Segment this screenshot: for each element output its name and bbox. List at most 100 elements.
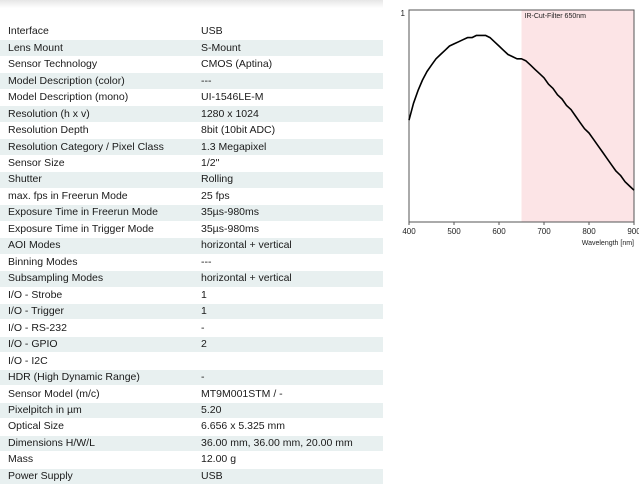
spec-value: 1/2" (195, 155, 383, 171)
spec-value: horizontal + vertical (195, 238, 383, 254)
spec-value: USB (195, 468, 383, 484)
spec-label: Dimensions H/W/L (0, 435, 195, 451)
spec-label: max. fps in Freerun Mode (0, 188, 195, 204)
spec-value: - (195, 320, 383, 336)
x-tick-label: 700 (537, 227, 551, 236)
y-axis: 1 (401, 9, 406, 18)
ir-cut-shaded-region (522, 10, 635, 222)
spec-value: 1.3 Megapixel (195, 139, 383, 155)
x-tick-label: 400 (402, 227, 416, 236)
spec-label: Lens Mount (0, 40, 195, 56)
spec-label: Mass (0, 452, 195, 468)
x-axis-label: Wavelength [nm] (582, 240, 634, 247)
spec-value: 8bit (10bit ADC) (195, 122, 383, 138)
spec-value: 12.00 g (195, 452, 383, 468)
spec-label: Subsampling Modes (0, 271, 195, 287)
spec-row: HDR (High Dynamic Range)- (0, 369, 383, 385)
spec-value: USB (195, 24, 383, 40)
spec-label: Sensor Size (0, 155, 195, 171)
spec-value: 35µs-980ms (195, 221, 383, 237)
spec-label: Model Description (mono) (0, 89, 195, 105)
spec-value: horizontal + vertical (195, 271, 383, 287)
header-fade (0, 0, 383, 8)
spec-label: Model Description (color) (0, 73, 195, 89)
chart-svg: 1 400 500 600 700 800 900 IR-Cut-Filter 650nm… (395, 2, 639, 252)
spec-label: Binning Modes (0, 254, 195, 270)
spec-row: Model Description (color)--- (0, 73, 383, 89)
spec-row: Binning Modes--- (0, 254, 383, 270)
spec-label: Exposure Time in Freerun Mode (0, 205, 195, 221)
spec-value: 35µs-980ms (195, 205, 383, 221)
spec-label: Resolution Category / Pixel Class (0, 139, 195, 155)
x-axis: 400 500 600 700 800 900 (402, 222, 639, 236)
spec-value: 6.656 x 5.325 mm (195, 419, 383, 435)
ir-cut-filter-annotation: IR-Cut-Filter 650nm (525, 13, 587, 20)
spec-label: Power Supply (0, 468, 195, 484)
spec-value: 36.00 mm, 36.00 mm, 20.00 mm (195, 435, 383, 451)
spec-value (195, 353, 383, 369)
x-tick-label: 800 (582, 227, 596, 236)
spec-value: - (195, 369, 383, 385)
spec-label: Interface (0, 24, 195, 40)
spec-value: --- (195, 254, 383, 270)
spec-label: Shutter (0, 172, 195, 188)
spec-label: I/O - GPIO (0, 336, 195, 352)
spec-row: I/O - I2C (0, 353, 383, 369)
spec-label: HDR (High Dynamic Range) (0, 369, 195, 385)
spec-value: Rolling (195, 172, 383, 188)
spec-value: 2 (195, 336, 383, 352)
spec-label: Sensor Model (m/c) (0, 386, 195, 402)
spec-label: I/O - Strobe (0, 287, 195, 303)
spec-label: Pixelpitch in µm (0, 402, 195, 418)
spec-value: UI-1546LE-M (195, 89, 383, 105)
spec-label: Optical Size (0, 419, 195, 435)
spec-label: Sensor Technology (0, 56, 195, 72)
spec-row: Model Description (mono)UI-1546LE-M (0, 89, 383, 105)
spec-label: Resolution Depth (0, 122, 195, 138)
spec-label: Exposure Time in Trigger Mode (0, 221, 195, 237)
y-tick-label: 1 (401, 9, 406, 18)
spec-label: I/O - Trigger (0, 303, 195, 319)
spec-row: Resolution (h x v)1280 x 1024 (0, 106, 383, 122)
spec-value: 1 (195, 303, 383, 319)
spec-value: 1280 x 1024 (195, 106, 383, 122)
x-tick-label: 600 (492, 227, 506, 236)
spec-row: I/O - RS-232- (0, 320, 383, 336)
x-tick-label: 500 (447, 227, 461, 236)
spectral-response-chart: 1 400 500 600 700 800 900 IR-Cut-Filter 650nm… (395, 2, 639, 252)
spec-value: 5.20 (195, 402, 383, 418)
spec-value: MT9M001STM / - (195, 386, 383, 402)
spec-value: 25 fps (195, 188, 383, 204)
spec-label: AOI Modes (0, 238, 195, 254)
spec-value: CMOS (Aptina) (195, 56, 383, 72)
spec-label: Resolution (h x v) (0, 106, 195, 122)
spec-label: I/O - I2C (0, 353, 195, 369)
spec-value: 1 (195, 287, 383, 303)
spec-value: --- (195, 73, 383, 89)
spec-row: Sensor Model (m/c)MT9M001STM / - (0, 386, 383, 402)
spec-label: I/O - RS-232 (0, 320, 195, 336)
spec-value: S-Mount (195, 40, 383, 56)
x-tick-label: 900 (627, 227, 639, 236)
